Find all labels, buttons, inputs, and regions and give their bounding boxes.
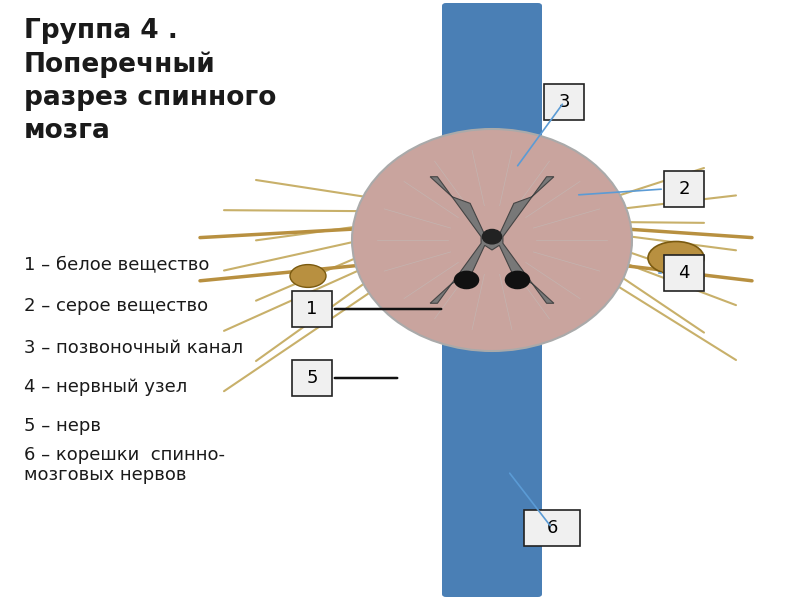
Text: Группа 4 .
Поперечный
разрез спинного
мозга: Группа 4 . Поперечный разрез спинного мо…: [24, 18, 276, 143]
Text: 2 – серое вещество: 2 – серое вещество: [24, 297, 208, 315]
Text: 6: 6: [546, 519, 558, 537]
FancyBboxPatch shape: [442, 3, 542, 597]
Text: 5: 5: [306, 369, 318, 387]
Polygon shape: [430, 177, 554, 303]
FancyBboxPatch shape: [292, 291, 332, 327]
Ellipse shape: [505, 271, 530, 289]
Ellipse shape: [352, 129, 632, 351]
Text: 3 – позвоночный канал: 3 – позвоночный канал: [24, 339, 243, 357]
Text: 1: 1: [306, 300, 318, 318]
Text: 1 – белое вещество: 1 – белое вещество: [24, 255, 210, 273]
Text: 2: 2: [678, 180, 690, 198]
Circle shape: [482, 229, 502, 244]
Ellipse shape: [290, 265, 326, 287]
FancyBboxPatch shape: [664, 171, 704, 207]
FancyBboxPatch shape: [664, 255, 704, 291]
Ellipse shape: [648, 242, 704, 275]
FancyBboxPatch shape: [524, 510, 580, 546]
Text: 4: 4: [678, 264, 690, 282]
Ellipse shape: [454, 271, 479, 289]
Text: 5 – нерв: 5 – нерв: [24, 417, 101, 435]
Text: 3: 3: [558, 93, 570, 111]
Text: 6 – корешки  спинно-
мозговых нервов: 6 – корешки спинно- мозговых нервов: [24, 446, 225, 484]
Text: 4 – нервный узел: 4 – нервный узел: [24, 378, 187, 396]
FancyBboxPatch shape: [544, 84, 584, 120]
FancyBboxPatch shape: [292, 360, 332, 396]
